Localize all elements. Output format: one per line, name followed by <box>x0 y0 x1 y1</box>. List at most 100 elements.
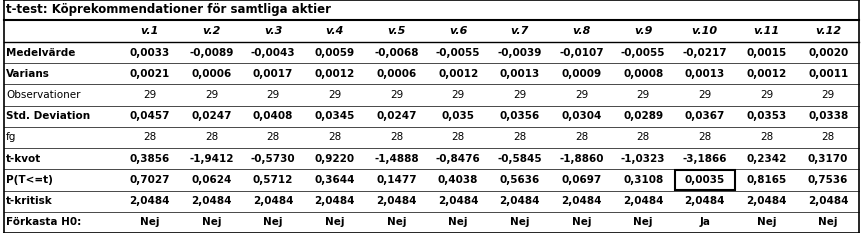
Text: 0,0021: 0,0021 <box>129 69 170 79</box>
Text: 0,0013: 0,0013 <box>500 69 540 79</box>
Text: Nej: Nej <box>818 217 838 227</box>
Text: 29: 29 <box>760 90 773 100</box>
Text: 29: 29 <box>143 90 156 100</box>
Text: 28: 28 <box>822 133 835 143</box>
Text: 0,0624: 0,0624 <box>192 175 231 185</box>
Text: 0,0353: 0,0353 <box>746 111 787 121</box>
Text: 29: 29 <box>513 90 526 100</box>
Text: 2,0484: 2,0484 <box>253 196 293 206</box>
Text: 0,0059: 0,0059 <box>315 48 355 58</box>
Text: Medelvärde: Medelvärde <box>6 48 75 58</box>
Text: Nej: Nej <box>202 217 221 227</box>
Text: t-kritisk: t-kritisk <box>6 196 53 206</box>
Text: 2,0484: 2,0484 <box>561 196 602 206</box>
Text: 0,0012: 0,0012 <box>315 69 355 79</box>
Text: v.3: v.3 <box>264 26 282 36</box>
Text: 29: 29 <box>390 90 403 100</box>
Text: 0,0457: 0,0457 <box>129 111 170 121</box>
Text: v.9: v.9 <box>634 26 652 36</box>
Text: 28: 28 <box>513 133 526 143</box>
Text: Nej: Nej <box>633 217 653 227</box>
Text: 0,0006: 0,0006 <box>192 69 231 79</box>
Text: 28: 28 <box>575 133 588 143</box>
Text: 2,0484: 2,0484 <box>623 196 664 206</box>
Text: 0,0345: 0,0345 <box>315 111 355 121</box>
Text: Nej: Nej <box>449 217 468 227</box>
Text: 0,0033: 0,0033 <box>129 48 170 58</box>
Text: t-kvot: t-kvot <box>6 154 41 164</box>
Text: 28: 28 <box>637 133 650 143</box>
Text: 29: 29 <box>205 90 218 100</box>
Text: Std. Deviation: Std. Deviation <box>6 111 90 121</box>
Text: 2,0484: 2,0484 <box>500 196 540 206</box>
Text: 0,0356: 0,0356 <box>500 111 540 121</box>
Text: 0,7536: 0,7536 <box>808 175 848 185</box>
Text: -0,8476: -0,8476 <box>436 154 481 164</box>
Text: Nej: Nej <box>140 217 160 227</box>
Text: -0,0068: -0,0068 <box>375 48 419 58</box>
Text: 28: 28 <box>390 133 403 143</box>
Text: 2,0484: 2,0484 <box>746 196 787 206</box>
Text: Nej: Nej <box>325 217 344 227</box>
Text: 0,2342: 0,2342 <box>746 154 787 164</box>
Text: -0,5730: -0,5730 <box>251 154 295 164</box>
Text: 0,0006: 0,0006 <box>376 69 417 79</box>
Text: 0,3644: 0,3644 <box>315 175 355 185</box>
Text: 29: 29 <box>451 90 465 100</box>
Text: 0,0247: 0,0247 <box>376 111 417 121</box>
Text: 0,1477: 0,1477 <box>376 175 417 185</box>
Text: -1,8860: -1,8860 <box>559 154 604 164</box>
Text: v.2: v.2 <box>202 26 221 36</box>
Text: Nej: Nej <box>263 217 283 227</box>
Text: 0,0008: 0,0008 <box>623 69 664 79</box>
Text: -0,0039: -0,0039 <box>498 48 542 58</box>
Text: 0,0035: 0,0035 <box>684 175 725 185</box>
Text: -0,0107: -0,0107 <box>559 48 604 58</box>
Text: 0,9220: 0,9220 <box>315 154 355 164</box>
Text: Observationer: Observationer <box>6 90 80 100</box>
Text: P(T<=t): P(T<=t) <box>6 175 53 185</box>
Text: 0,0697: 0,0697 <box>561 175 602 185</box>
Text: 0,0338: 0,0338 <box>808 111 848 121</box>
Text: -3,1866: -3,1866 <box>683 154 728 164</box>
Text: 2,0484: 2,0484 <box>376 196 417 206</box>
Text: 2,0484: 2,0484 <box>438 196 478 206</box>
Text: 29: 29 <box>637 90 650 100</box>
Text: v.10: v.10 <box>692 26 718 36</box>
Text: 0,3108: 0,3108 <box>623 175 664 185</box>
Text: 0,0013: 0,0013 <box>684 69 725 79</box>
Text: 0,0020: 0,0020 <box>808 48 848 58</box>
Text: 0,5712: 0,5712 <box>253 175 293 185</box>
Text: -1,0323: -1,0323 <box>620 154 665 164</box>
Text: 0,0011: 0,0011 <box>808 69 848 79</box>
Text: 0,4038: 0,4038 <box>438 175 478 185</box>
Text: 0,0009: 0,0009 <box>562 69 602 79</box>
Text: 0,0012: 0,0012 <box>746 69 787 79</box>
Text: 0,7027: 0,7027 <box>129 175 170 185</box>
Text: 2,0484: 2,0484 <box>808 196 848 206</box>
Text: -0,0055: -0,0055 <box>620 48 665 58</box>
Text: 2,0484: 2,0484 <box>192 196 232 206</box>
Text: 29: 29 <box>328 90 342 100</box>
Text: 28: 28 <box>143 133 156 143</box>
Text: Nej: Nej <box>572 217 591 227</box>
Text: -0,0089: -0,0089 <box>189 48 234 58</box>
Text: 2,0484: 2,0484 <box>315 196 355 206</box>
Text: 0,0017: 0,0017 <box>253 69 293 79</box>
Text: 0,035: 0,035 <box>442 111 475 121</box>
Text: 28: 28 <box>698 133 711 143</box>
Text: 0,3856: 0,3856 <box>129 154 170 164</box>
Text: -1,4888: -1,4888 <box>375 154 419 164</box>
Text: t-test: Köprekommendationer för samtliga aktier: t-test: Köprekommendationer för samtliga… <box>6 3 331 17</box>
Text: 0,0304: 0,0304 <box>561 111 602 121</box>
Text: Nej: Nej <box>387 217 406 227</box>
Bar <box>675 170 734 190</box>
Text: 28: 28 <box>451 133 465 143</box>
Text: v.6: v.6 <box>449 26 468 36</box>
Text: 0,0015: 0,0015 <box>746 48 787 58</box>
Text: 0,0408: 0,0408 <box>253 111 293 121</box>
Text: Nej: Nej <box>757 217 776 227</box>
Text: v.7: v.7 <box>511 26 529 36</box>
Text: 28: 28 <box>328 133 342 143</box>
Text: Ja: Ja <box>699 217 710 227</box>
